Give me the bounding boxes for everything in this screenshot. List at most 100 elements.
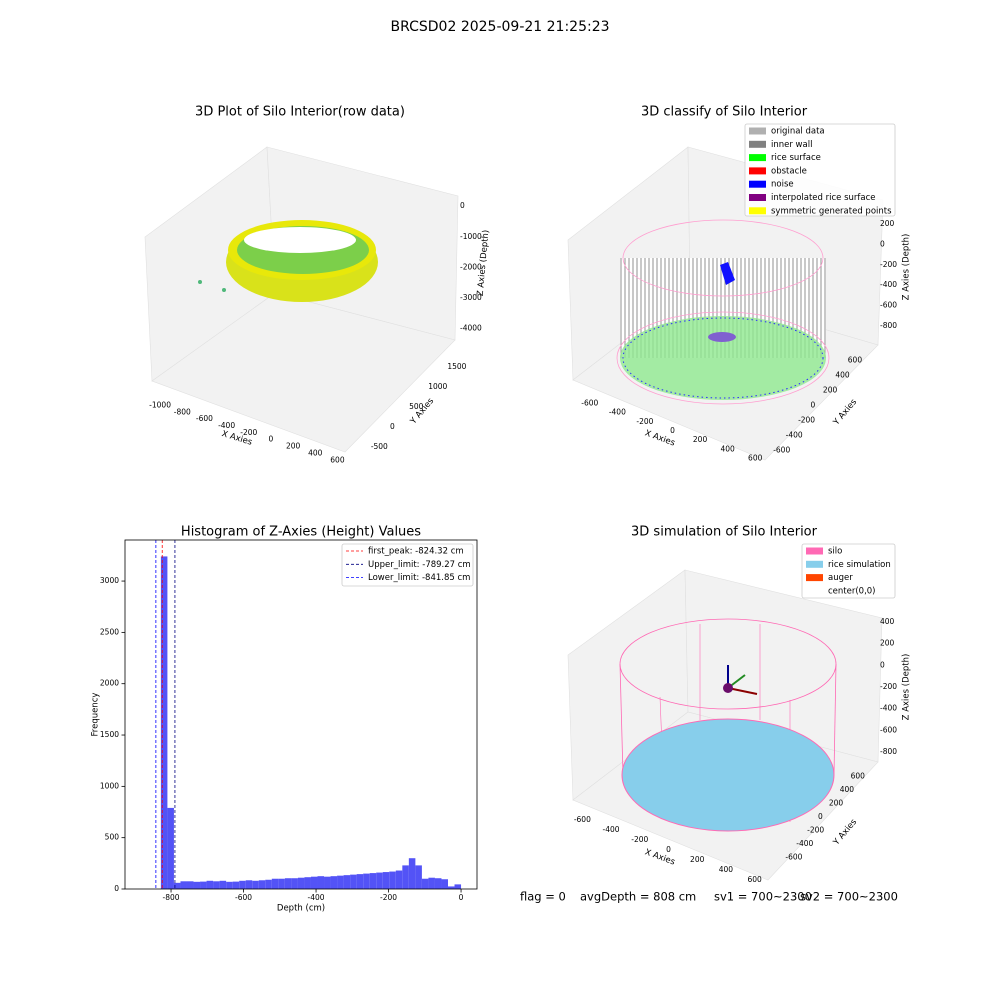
x-tick-label: 200 <box>286 442 301 451</box>
legend-swatch <box>806 587 823 595</box>
bar <box>317 876 325 889</box>
legend-label: original data <box>771 127 825 137</box>
z-tick-label: 0 <box>460 201 465 210</box>
bar <box>428 877 435 889</box>
z-tick-label: -600 <box>880 301 897 310</box>
bar <box>376 872 383 889</box>
point-cloud <box>198 220 378 302</box>
bar <box>291 878 298 889</box>
y-tick-label: 500 <box>105 833 120 842</box>
figure-title: BRCSD02 2025-09-21 21:25:23 <box>390 19 609 35</box>
x-tick-label: 600 <box>748 453 763 462</box>
bar <box>447 886 455 889</box>
bar <box>395 870 403 889</box>
bar <box>193 881 201 889</box>
bar <box>186 881 194 889</box>
bar <box>369 873 377 889</box>
x-tick-label: 400 <box>308 448 323 457</box>
legend-box <box>801 543 896 599</box>
bar <box>297 877 305 889</box>
x-tick-label: -600 <box>196 414 213 423</box>
z-tick-label: 0 <box>880 660 885 669</box>
x-tick-label: -1000 <box>149 400 171 409</box>
x-tick-label: 0 <box>670 426 675 435</box>
subplot-title: Histogram of Z-Axies (Height) Values <box>181 525 421 540</box>
legend-swatch <box>749 180 766 188</box>
bar <box>258 880 266 889</box>
z-tick-label: -2000 <box>460 262 482 271</box>
x-tick-label: 200 <box>690 855 705 864</box>
z-tick-label: -800 <box>880 747 897 756</box>
z-tick-label: 0 <box>880 240 885 249</box>
legend-box <box>744 123 896 217</box>
z-axis-label: Z Axies (Depth) <box>902 234 912 301</box>
x-tick-label: -400 <box>609 408 626 417</box>
legend-swatch <box>749 207 766 215</box>
bar <box>408 858 416 889</box>
legend-label: center(0,0) <box>828 586 876 596</box>
bar <box>180 881 187 889</box>
bar <box>278 878 285 889</box>
legend-label: Upper_limit: -789.27 cm <box>368 560 471 570</box>
x-tick-label: -400 <box>603 825 620 834</box>
footer-text: flag = 0 <box>520 890 566 904</box>
x-tick-label: -200 <box>380 893 397 902</box>
footer-text: sv1 = 700~2300 <box>714 890 812 904</box>
x-tick-label: -600 <box>235 893 252 902</box>
bar <box>389 871 396 889</box>
x-tick-label: -400 <box>308 893 325 902</box>
y-tick-label: 3000 <box>100 576 119 585</box>
x-tick-label: -200 <box>636 417 653 426</box>
bar <box>252 880 259 889</box>
legend-label: rice surface <box>771 153 821 163</box>
x-tick-label: -800 <box>163 893 180 902</box>
x-tick-label: 400 <box>720 444 735 453</box>
y-tick-label: -600 <box>773 446 790 455</box>
y-tick-label: 1000 <box>428 382 447 391</box>
legend-swatch <box>749 167 766 175</box>
legend-label: inner wall <box>771 140 812 150</box>
legend-swatch <box>806 574 823 582</box>
bar <box>160 556 168 889</box>
x-tick-label: 0 <box>666 845 671 854</box>
y-tick-label: -500 <box>371 442 388 451</box>
subplot-title: 3D classify of Silo Interior <box>641 105 808 120</box>
y-tick-label: 0 <box>114 884 119 893</box>
bar <box>200 881 207 889</box>
bar <box>415 865 422 889</box>
bar <box>167 807 174 889</box>
bar <box>310 876 318 889</box>
legend-label: Lower_limit: -841.85 cm <box>368 573 470 583</box>
bar <box>173 882 181 889</box>
y-tick-label: 2000 <box>100 679 119 688</box>
y-axis-label: Y Axies <box>831 817 859 848</box>
z-tick-label: -800 <box>880 321 897 330</box>
bar <box>402 865 409 889</box>
legend-label: noise <box>771 180 794 190</box>
y-tick-label: -400 <box>796 839 813 848</box>
bar <box>421 878 429 889</box>
z-axis-label: Z Axies (Depth) <box>902 654 912 721</box>
bar <box>324 876 331 889</box>
y-tick-label: 1000 <box>100 781 119 790</box>
bar <box>382 872 390 889</box>
bar <box>441 879 448 889</box>
bar <box>356 874 364 889</box>
bar <box>343 875 351 889</box>
footer-text: sv2 = 700~2300 <box>800 890 898 904</box>
y-tick-label: 500 <box>409 402 424 411</box>
z-tick-label: -1000 <box>460 232 482 241</box>
legend-swatch <box>749 127 766 135</box>
legend-label: rice simulation <box>828 560 891 570</box>
z-tick-label: -400 <box>880 280 897 289</box>
z-tick-label: -200 <box>880 260 897 269</box>
legend-label: obstacle <box>771 166 807 176</box>
x-axis-label: X Axies <box>643 847 676 867</box>
z-tick-label: -600 <box>880 725 897 734</box>
bar <box>239 880 246 889</box>
x-tick-label: 600 <box>330 455 345 464</box>
y-tick-label: 600 <box>848 356 863 365</box>
y-tick-label: 600 <box>851 772 866 781</box>
classified-cloud <box>616 219 830 405</box>
